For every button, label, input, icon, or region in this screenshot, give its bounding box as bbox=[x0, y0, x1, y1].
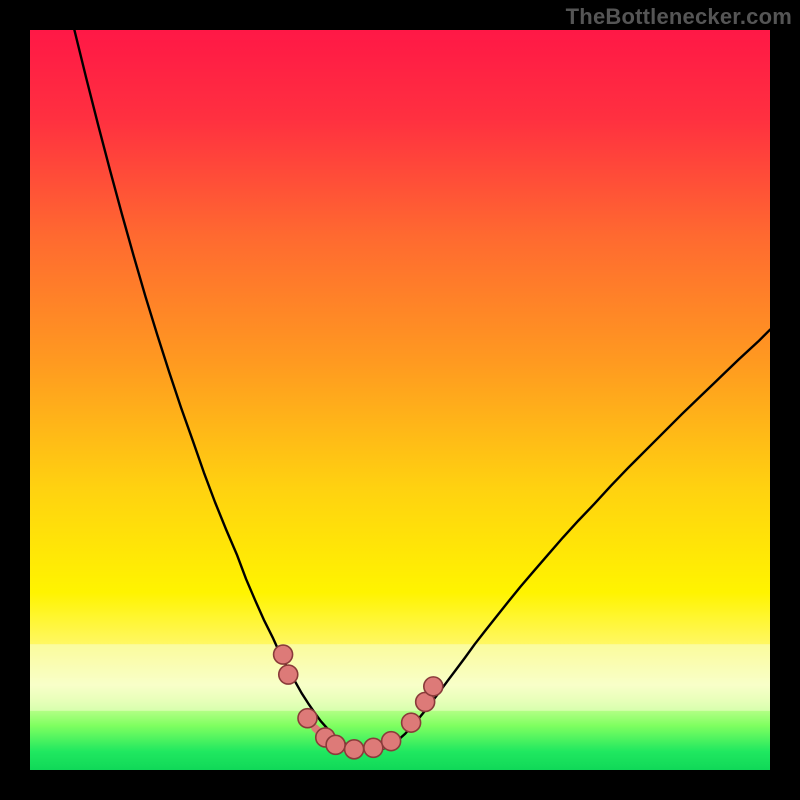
watermark-text: TheBottlenecker.com bbox=[566, 4, 792, 30]
chart-frame: TheBottlenecker.com bbox=[0, 0, 800, 800]
data-marker bbox=[345, 740, 364, 759]
data-marker bbox=[298, 709, 317, 728]
data-marker bbox=[326, 735, 345, 754]
data-marker bbox=[402, 713, 421, 732]
data-marker bbox=[424, 677, 443, 696]
data-marker bbox=[364, 738, 383, 757]
data-marker bbox=[274, 645, 293, 664]
plot-area bbox=[30, 30, 770, 770]
data-marker bbox=[279, 665, 298, 684]
data-marker bbox=[382, 732, 401, 751]
bottleneck-chart bbox=[30, 30, 770, 770]
highlight-band bbox=[30, 644, 770, 711]
